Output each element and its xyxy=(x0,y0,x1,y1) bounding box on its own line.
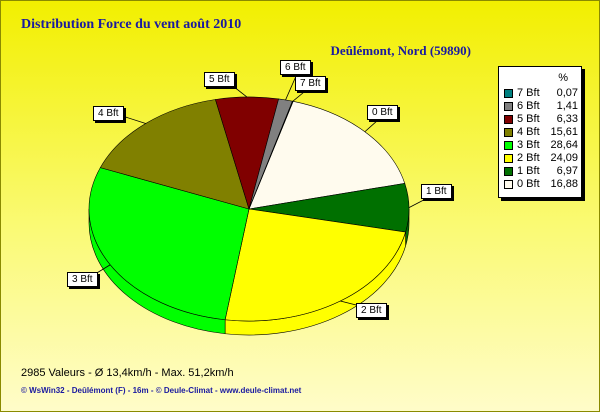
legend-value: 1,41 xyxy=(556,100,578,112)
legend: % 7 Bft 0,07 6 Bft 1,41 5 Bft 6,33 4 Bft 15,61 3… xyxy=(498,66,582,198)
legend-swatch xyxy=(504,89,513,98)
legend-header: % xyxy=(558,72,568,84)
legend-label: 6 Bft xyxy=(517,100,540,112)
stats-line: 2985 Valeurs - Ø 13,4km/h - Max. 51,2km/… xyxy=(21,367,234,379)
legend-item: 5 Bft 6,33 xyxy=(504,113,578,126)
legend-item: 3 Bft 28,64 xyxy=(504,139,578,152)
slice-label: 0 Bft xyxy=(367,105,398,120)
legend-swatch xyxy=(504,180,513,189)
slice-2-bft xyxy=(224,208,406,322)
legend-swatch xyxy=(504,115,513,124)
slice-3-bft xyxy=(88,167,250,321)
slice-label: 7 Bft xyxy=(295,76,326,91)
legend-swatch xyxy=(504,154,513,163)
legend-item: 2 Bft 24,09 xyxy=(504,152,578,165)
legend-value: 28,64 xyxy=(550,139,578,151)
legend-value: 15,61 xyxy=(550,126,578,138)
legend-label: 0 Bft xyxy=(517,178,540,190)
chart-title: Distribution Force du vent août 2010 xyxy=(21,17,242,32)
legend-swatch xyxy=(504,128,513,137)
legend-item: 7 Bft 0,07 xyxy=(504,87,578,100)
legend-label: 5 Bft xyxy=(517,113,540,125)
legend-item: 1 Bft 6,97 xyxy=(504,165,578,178)
legend-value: 24,09 xyxy=(550,152,578,164)
footer-credits: © WsWin32 - Deûlémont (F) - 16m - © Deul… xyxy=(21,386,302,395)
legend-value: 6,33 xyxy=(556,113,578,125)
slice-0-bft xyxy=(248,100,406,210)
legend-swatch xyxy=(504,167,513,176)
legend-item: 0 Bft 16,88 xyxy=(504,178,578,191)
slice-label: 5 Bft xyxy=(204,72,235,87)
legend-value: 16,88 xyxy=(550,178,578,190)
slice-label: 1 Bft xyxy=(421,184,452,199)
legend-label: 1 Bft xyxy=(517,165,540,177)
legend-label: 4 Bft xyxy=(517,126,540,138)
slice-label: 3 Bft xyxy=(67,272,98,287)
legend-item: 4 Bft 15,61 xyxy=(504,126,578,139)
legend-swatch xyxy=(504,141,513,150)
legend-label: 2 Bft xyxy=(517,152,540,164)
slice-label: 6 Bft xyxy=(280,60,311,75)
slice-4-bft xyxy=(99,99,250,210)
legend-value: 0,07 xyxy=(556,87,578,99)
legend-swatch xyxy=(504,102,513,111)
legend-item: 6 Bft 1,41 xyxy=(504,100,578,113)
slice-label: 2 Bft xyxy=(356,303,387,318)
legend-label: 7 Bft xyxy=(517,87,540,99)
slice-label: 4 Bft xyxy=(93,106,124,121)
legend-value: 6,97 xyxy=(556,165,578,177)
legend-label: 3 Bft xyxy=(517,139,540,151)
chart-subtitle: Deûlémont, Nord (59890) xyxy=(330,43,471,58)
